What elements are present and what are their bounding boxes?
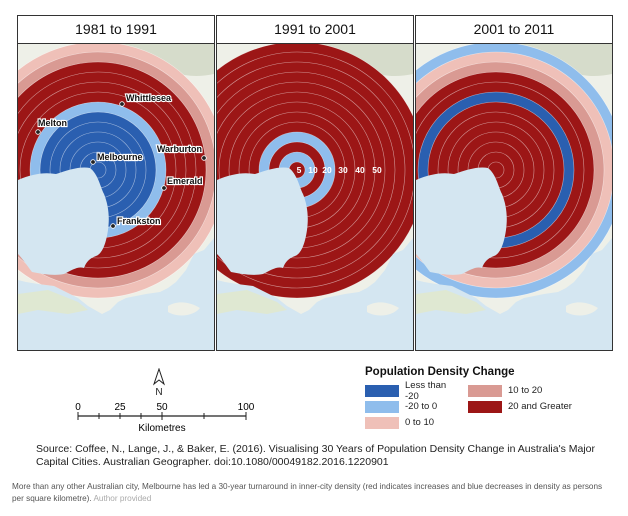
legend-label: 0 to 10 [405, 417, 435, 428]
density-map: 5 10 20 30 40 50 [217, 44, 413, 350]
place-label-frankston: Frankston [117, 216, 161, 226]
credit-link[interactable]: Author provided [93, 494, 152, 503]
place-marker-icon [201, 155, 207, 161]
distance-label-5: 5 [297, 165, 302, 175]
place-marker-icon [110, 223, 116, 229]
density-map: Whittlesea Melton Melbourne Warburton Emeral… [18, 44, 214, 350]
density-map [416, 44, 612, 350]
north-arrow-icon [152, 367, 166, 386]
map-panel-1981-1991: 1981 to 1991 Whittlesea Melton Melbourne Wa… [17, 15, 215, 351]
phillip-island [168, 302, 200, 316]
legend-label: 10 to 20 [508, 385, 543, 396]
legend-swatch [468, 400, 502, 413]
place-label-whittlesea: Whittlesea [126, 93, 172, 103]
place-label-melton: Melton [38, 118, 67, 128]
phillip-island [367, 302, 399, 316]
place-marker-icon [90, 159, 96, 165]
map-panel-1991-2001: 1991 to 2001 5 10 20 30 40 50 [216, 15, 414, 351]
panel-title: 1991 to 2001 [217, 16, 413, 44]
peninsula-area [217, 290, 287, 314]
place-marker-icon [35, 129, 41, 135]
port-phillip-bay [18, 167, 109, 275]
legend-items: Less than -20 10 to 20 -20 to 0 20 and G… [365, 380, 615, 429]
legend-swatch [365, 416, 399, 429]
scale-bar: 0 25 50 100 Kilometres [75, 402, 255, 434]
panel-title: 2001 to 2011 [416, 16, 612, 44]
legend-label: -20 to 0 [405, 401, 438, 412]
scale-unit: Kilometres [138, 423, 185, 434]
distance-label-10: 10 [308, 165, 318, 175]
distance-label-20: 20 [322, 165, 332, 175]
north-label: N [155, 387, 163, 398]
distance-label-40: 40 [355, 165, 365, 175]
distance-label-50: 50 [372, 165, 382, 175]
place-label-warburton: Warburton [157, 144, 202, 154]
place-marker-icon [161, 185, 167, 191]
scale-tick-0: 0 [75, 402, 81, 413]
source-citation: Source: Coffee, N., Lange, J., & Baker, … [36, 443, 596, 468]
legend-title: Population Density Change [365, 366, 515, 378]
legend: Population Density Change Less than -20 … [365, 366, 615, 446]
place-label-emerald: Emerald [167, 176, 203, 186]
scale-tick-100: 100 [238, 402, 255, 413]
distance-label-30: 30 [338, 165, 348, 175]
legend-swatch [468, 384, 502, 397]
scale-tick-25: 25 [114, 402, 126, 413]
figure-caption: More than any other Australian city, Mel… [12, 481, 612, 505]
legend-item-less-than-minus-20: Less than -20 [365, 380, 460, 402]
peninsula-area [18, 290, 88, 314]
legend-item-10-to-20: 10 to 20 [468, 384, 578, 397]
legend-item-20-and-greater: 20 and Greater [468, 400, 578, 413]
legend-swatch [365, 384, 399, 397]
port-phillip-bay [416, 167, 507, 275]
legend-label: Less than -20 [405, 379, 447, 402]
phillip-island [566, 302, 598, 316]
port-phillip-bay [217, 167, 308, 275]
peninsula-area [416, 290, 486, 314]
north-arrow: N [149, 367, 169, 398]
panel-title: 1981 to 1991 [18, 16, 214, 44]
legend-item-0-to-10: 0 to 10 [365, 416, 460, 429]
map-panel-2001-2011: 2001 to 2011 [415, 15, 613, 351]
place-label-melbourne: Melbourne [97, 152, 143, 162]
scale-tick-50: 50 [156, 402, 168, 413]
legend-item-minus-20-to-0: -20 to 0 [365, 400, 460, 413]
legend-label: 20 and Greater [508, 401, 572, 412]
legend-swatch [365, 400, 399, 413]
caption-text: More than any other Australian city, Mel… [12, 482, 603, 503]
place-marker-icon [119, 101, 125, 107]
